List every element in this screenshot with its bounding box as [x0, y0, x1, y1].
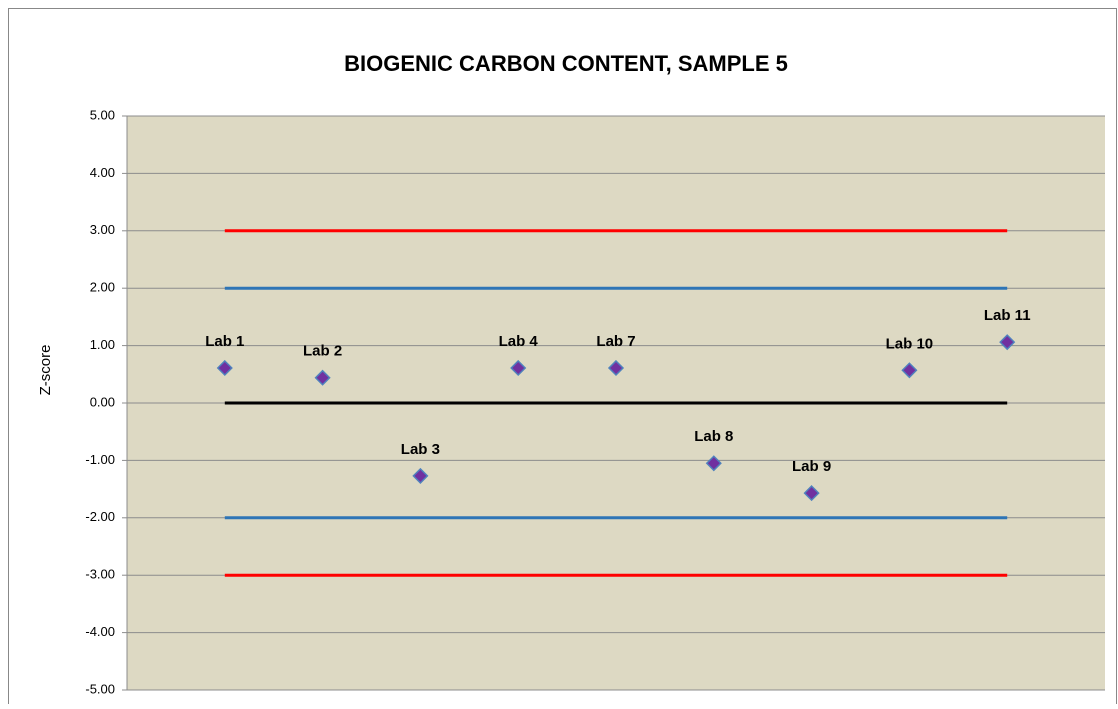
point-label: Lab 9	[792, 458, 831, 475]
data-point	[705, 455, 722, 472]
y-tick-label: -2.00	[85, 509, 115, 524]
point-label: Lab 4	[499, 333, 539, 350]
y-tick-label: -5.00	[85, 681, 115, 696]
data-point	[607, 359, 625, 377]
point-label: Lab 1	[205, 333, 244, 350]
data-point	[510, 359, 527, 377]
data-point	[999, 334, 1016, 351]
y-tick-label: 2.00	[90, 280, 115, 295]
point-label: Lab 3	[401, 441, 440, 458]
y-tick-label: -1.00	[85, 452, 115, 467]
y-tick-label: 3.00	[90, 222, 115, 237]
y-tick-label: -3.00	[85, 567, 115, 582]
y-tick-label: 4.00	[90, 165, 115, 180]
y-axis-label: Z-score	[37, 345, 54, 396]
y-tick-label: 1.00	[90, 337, 115, 352]
y-tick-label: -4.00	[85, 624, 115, 639]
data-point	[216, 359, 233, 377]
chart-title: BIOGENIC CARBON CONTENT, SAMPLE 5	[344, 51, 788, 76]
point-label: Lab 2	[303, 343, 342, 360]
point-label: Lab 7	[596, 333, 635, 350]
data-point	[412, 467, 429, 484]
point-label: Lab 10	[886, 335, 934, 352]
data-point	[901, 362, 918, 379]
point-label: Lab 8	[694, 428, 733, 445]
data-point	[314, 369, 331, 386]
y-tick-label: 0.00	[90, 394, 115, 409]
y-tick-label: 5.00	[90, 107, 115, 122]
data-point	[803, 485, 820, 502]
point-label: Lab 11	[984, 307, 1031, 324]
